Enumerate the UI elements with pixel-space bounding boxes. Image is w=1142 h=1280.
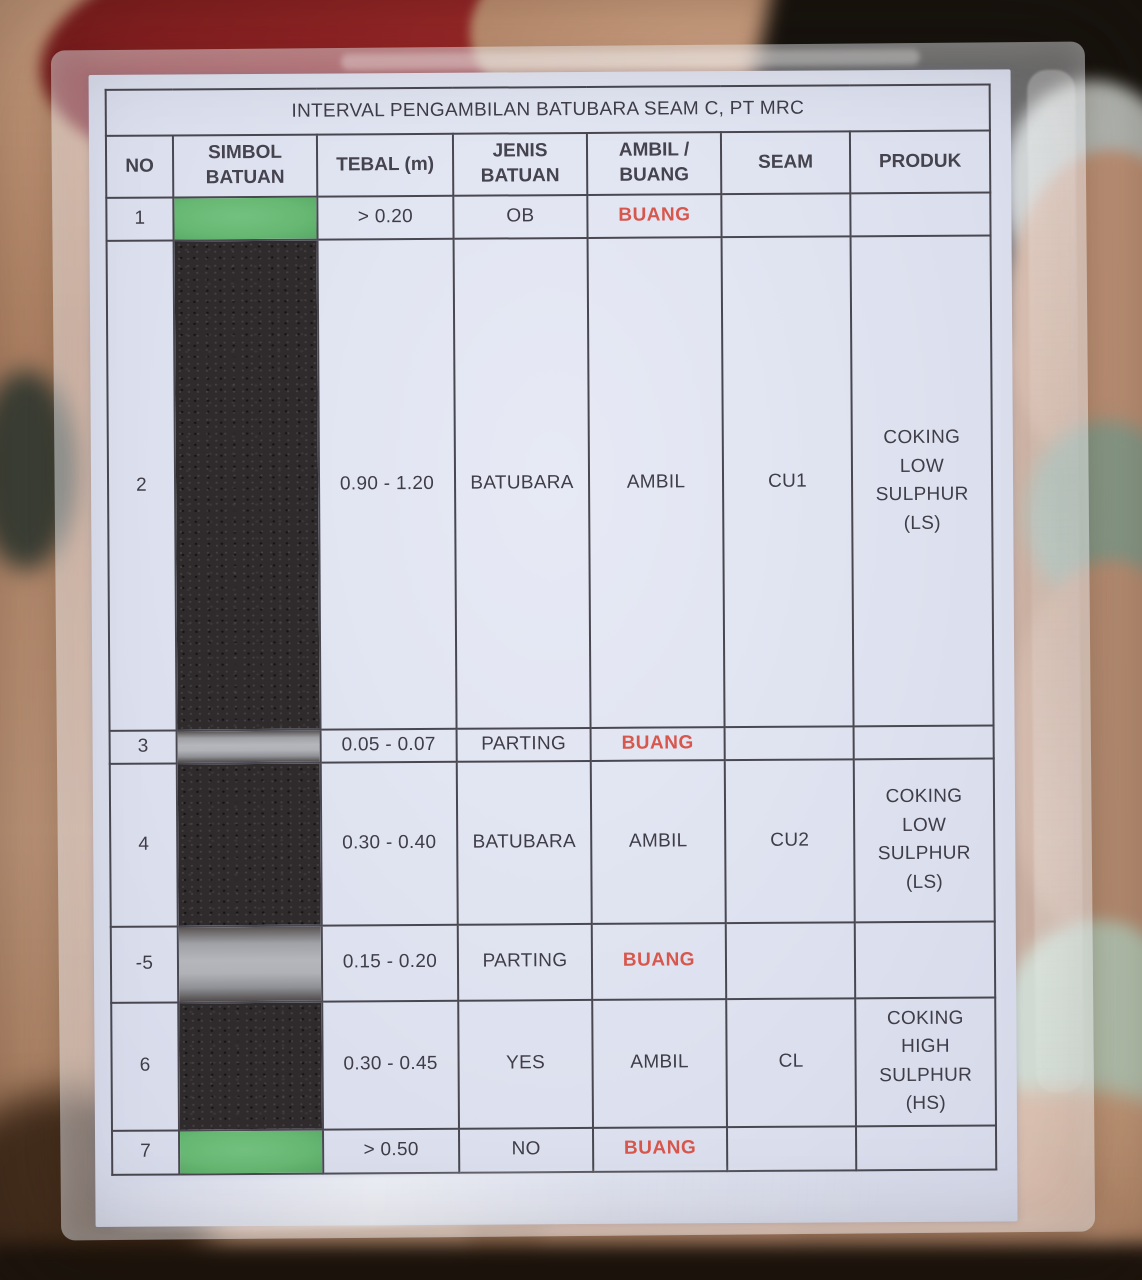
cell-no: 6 xyxy=(111,1001,179,1131)
rock-symbol-swatch xyxy=(174,197,317,240)
bottom-dark-strip xyxy=(0,1244,1142,1280)
cell-tebal: > 0.20 xyxy=(317,195,454,240)
cell-jenis: PARTING xyxy=(456,727,591,762)
cell-symbol xyxy=(173,239,321,731)
cell-tebal: 0.05 - 0.07 xyxy=(320,728,457,763)
rock-symbol-swatch xyxy=(177,730,320,762)
decision-label: AMBIL xyxy=(626,471,686,493)
cell-tebal: 0.30 - 0.40 xyxy=(320,761,458,926)
rock-symbol-swatch xyxy=(179,1002,322,1129)
decision-label: BUANG xyxy=(618,204,691,227)
decision-label: BUANG xyxy=(621,732,694,754)
cell-produk xyxy=(850,192,991,237)
table-header-row: NO SIMBOL BATUAN TEBAL (m) JENIS BATUAN … xyxy=(105,130,991,198)
laminate-sheen-top xyxy=(340,48,920,71)
cell-produk xyxy=(853,725,994,759)
laminate-sheen-right xyxy=(1027,69,1084,1094)
rock-symbol-swatch xyxy=(177,763,321,925)
table-row: 2 0.90 - 1.20 BATUBARA AMBIL CU1 COKING … xyxy=(106,235,994,731)
cell-seam: CL xyxy=(726,997,856,1127)
cell-symbol xyxy=(178,1001,323,1130)
decision-label: BUANG xyxy=(622,949,696,972)
cell-no: 2 xyxy=(106,240,177,731)
cell-ambil-buang: BUANG xyxy=(592,1126,728,1172)
col-header-ambil-buang: AMBIL / BUANG xyxy=(586,132,722,195)
cell-jenis: BATUBARA xyxy=(456,760,592,925)
laminated-card: INTERVAL PENGAMBILAN BATUBARA SEAM C, PT… xyxy=(50,41,1096,1241)
cell-jenis: BATUBARA xyxy=(453,237,591,729)
cell-no: 1 xyxy=(106,197,174,241)
col-header-no: NO xyxy=(105,135,174,198)
table-row: 7 > 0.50 NO BUANG xyxy=(111,1124,997,1175)
rock-symbol-swatch xyxy=(178,926,322,1001)
cell-jenis: PARTING xyxy=(457,923,593,1001)
decision-label: AMBIL xyxy=(628,830,688,852)
col-header-jenis: JENIS BATUAN xyxy=(452,132,588,196)
table-row: 4 0.30 - 0.40 BATUBARA AMBIL CU2 COKING … xyxy=(109,757,995,927)
cell-ambil-buang: AMBIL xyxy=(590,759,726,924)
cell-no: 7 xyxy=(111,1129,180,1175)
cell-seam: CU1 xyxy=(721,236,854,728)
table-row: -5 0.15 - 0.20 PARTING BUANG xyxy=(110,920,996,1003)
cell-produk: COKING LOW SULPHUR (LS) xyxy=(850,235,994,727)
cell-tebal: 0.90 - 1.20 xyxy=(317,238,457,730)
cell-tebal: 0.30 - 0.45 xyxy=(322,1000,459,1130)
decision-label: BUANG xyxy=(623,1137,697,1159)
cell-produk: COKING LOW SULPHUR (LS) xyxy=(853,757,995,922)
table-row: 3 0.05 - 0.07 PARTING BUANG xyxy=(109,725,994,764)
cell-seam xyxy=(726,1125,857,1171)
cell-symbol xyxy=(177,925,323,1002)
cell-symbol xyxy=(178,1129,324,1174)
rock-symbol-swatch xyxy=(174,240,320,730)
cell-ambil-buang: BUANG xyxy=(591,922,727,1000)
cell-seam xyxy=(721,193,851,238)
cell-ambil-buang: AMBIL xyxy=(587,237,725,728)
cell-symbol xyxy=(173,196,318,241)
cell-seam xyxy=(724,726,854,760)
cell-symbol xyxy=(176,729,321,763)
table-title: INTERVAL PENGAMBILAN BATUBARA SEAM C, PT… xyxy=(105,84,990,136)
table-row: 1 > 0.20 OB BUANG xyxy=(106,192,991,241)
cell-ambil-buang: AMBIL xyxy=(592,998,727,1128)
cell-ambil-buang: BUANG xyxy=(587,194,722,238)
cell-jenis: NO xyxy=(458,1127,594,1173)
col-header-tebal: TEBAL (m) xyxy=(316,133,454,197)
cell-produk xyxy=(855,1124,997,1170)
cell-tebal: > 0.50 xyxy=(322,1128,460,1174)
table-row: 6 0.30 - 0.45 YES AMBIL CL COKING HIGH S… xyxy=(111,996,996,1131)
cell-jenis: OB xyxy=(453,194,588,239)
cell-tebal: 0.15 - 0.20 xyxy=(321,924,459,1002)
cell-ambil-buang: BUANG xyxy=(590,727,725,761)
cell-no: 3 xyxy=(109,730,177,764)
cell-no: 4 xyxy=(109,762,178,927)
cell-seam xyxy=(725,921,856,999)
interval-table: INTERVAL PENGAMBILAN BATUBARA SEAM C, PT… xyxy=(105,83,998,1175)
rock-symbol-swatch xyxy=(180,1130,323,1173)
cell-produk: COKING HIGH SULPHUR (HS) xyxy=(855,996,996,1126)
cell-jenis: YES xyxy=(458,999,593,1129)
table-title-row: INTERVAL PENGAMBILAN BATUBARA SEAM C, PT… xyxy=(105,84,990,136)
cell-no: -5 xyxy=(110,925,179,1003)
col-header-simbol: SIMBOL BATUAN xyxy=(172,134,318,198)
paper-sheet: INTERVAL PENGAMBILAN BATUBARA SEAM C, PT… xyxy=(88,69,1018,1227)
cell-seam: CU2 xyxy=(724,758,855,923)
decision-label: AMBIL xyxy=(630,1051,689,1073)
col-header-seam: SEAM xyxy=(720,131,851,195)
cell-symbol xyxy=(176,762,322,926)
col-header-produk: PRODUK xyxy=(849,130,991,194)
cell-produk xyxy=(854,920,996,998)
